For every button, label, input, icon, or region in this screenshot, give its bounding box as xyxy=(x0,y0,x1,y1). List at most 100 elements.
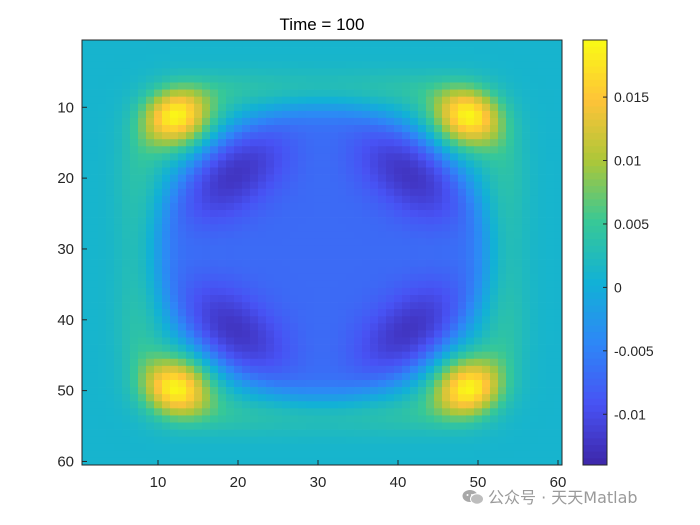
heatmap-cell xyxy=(506,202,515,211)
heatmap-cell xyxy=(274,110,283,119)
heatmap-cell xyxy=(458,61,467,69)
heatmap-cell xyxy=(426,401,435,409)
heatmap-cell xyxy=(258,436,267,445)
heatmap-cell xyxy=(458,302,467,310)
heatmap-cell xyxy=(258,195,267,204)
heatmap-cell xyxy=(466,47,475,55)
heatmap-cell xyxy=(338,358,347,367)
heatmap-cell xyxy=(162,231,171,239)
heatmap-cell xyxy=(250,387,259,395)
heatmap-cell xyxy=(138,415,147,423)
heatmap-cell xyxy=(362,47,371,55)
heatmap-cell xyxy=(434,358,443,367)
heatmap-cell xyxy=(266,337,275,345)
heatmap-cell xyxy=(378,54,387,62)
heatmap-cell xyxy=(322,117,331,126)
y-tick-label: 10 xyxy=(57,99,74,116)
heatmap-cell xyxy=(522,387,531,395)
heatmap-cell xyxy=(298,195,307,204)
heatmap-cell xyxy=(90,259,99,268)
heatmap-cell xyxy=(498,54,507,62)
heatmap-cell xyxy=(346,337,355,345)
heatmap-cell xyxy=(498,224,507,232)
heatmap-cell xyxy=(434,195,443,204)
heatmap-cell xyxy=(194,167,203,175)
heatmap-cell xyxy=(98,259,107,268)
y-tick-label: 50 xyxy=(57,383,74,400)
heatmap-cell xyxy=(90,110,99,119)
heatmap-cell xyxy=(90,117,99,126)
heatmap-cell xyxy=(194,394,203,402)
heatmap-cell xyxy=(114,54,123,62)
heatmap-cell xyxy=(98,103,107,112)
heatmap-cell xyxy=(114,380,123,388)
heatmap-cell xyxy=(346,280,355,289)
heatmap-cell xyxy=(322,195,331,204)
heatmap-cell xyxy=(458,259,467,268)
heatmap-cell xyxy=(458,337,467,345)
heatmap-cell xyxy=(170,231,179,239)
heatmap-cell xyxy=(450,103,459,112)
heatmap-cell xyxy=(338,167,347,175)
heatmap-cell xyxy=(474,82,483,90)
heatmap-cell xyxy=(234,132,243,140)
colorbar-tick-label: 0 xyxy=(614,279,622,295)
heatmap-cell xyxy=(410,358,419,367)
heatmap-cell xyxy=(458,202,467,211)
heatmap-cell xyxy=(90,287,99,296)
heatmap-cell xyxy=(442,224,451,232)
heatmap-cell xyxy=(418,323,427,331)
heatmap-cell xyxy=(530,394,539,402)
heatmap-cell xyxy=(122,75,131,83)
heatmap-cell xyxy=(346,40,355,48)
heatmap-cell xyxy=(258,457,267,466)
heatmap-cell xyxy=(514,160,523,168)
heatmap-cell xyxy=(130,202,139,211)
heatmap-cell xyxy=(346,365,355,374)
heatmap-cell xyxy=(554,344,563,353)
heatmap-cell xyxy=(218,450,227,459)
heatmap-cell xyxy=(234,139,243,147)
heatmap-cell xyxy=(522,358,531,367)
heatmap-cell xyxy=(442,110,451,119)
colorbar-swatch xyxy=(583,358,607,366)
heatmap-cell xyxy=(274,457,283,466)
heatmap-cell xyxy=(298,309,307,317)
heatmap-cell xyxy=(442,40,451,48)
heatmap-cell xyxy=(218,153,227,161)
heatmap-cell xyxy=(466,54,475,62)
heatmap-cell xyxy=(298,266,307,275)
heatmap-cell xyxy=(90,47,99,55)
heatmap-cell xyxy=(258,330,267,338)
heatmap-cell xyxy=(426,337,435,345)
heatmap-cell xyxy=(98,153,107,161)
heatmap-cell xyxy=(242,401,251,409)
heatmap-cell xyxy=(482,89,491,98)
heatmap-cell xyxy=(538,287,547,296)
heatmap-cell xyxy=(434,188,443,197)
heatmap-cell xyxy=(386,202,395,211)
heatmap-cell xyxy=(242,47,251,55)
heatmap-cell xyxy=(554,153,563,161)
heatmap-cell xyxy=(490,372,499,381)
heatmap-cell xyxy=(114,174,123,183)
heatmap-cell xyxy=(426,238,435,246)
heatmap-cell xyxy=(82,259,91,268)
heatmap-cell xyxy=(514,295,523,303)
heatmap-cell xyxy=(386,302,395,310)
heatmap-cell xyxy=(194,61,203,69)
heatmap-cell xyxy=(194,82,203,90)
heatmap-cell xyxy=(226,436,235,445)
heatmap-cell xyxy=(234,287,243,296)
heatmap-cell xyxy=(378,188,387,197)
heatmap-cell xyxy=(442,401,451,409)
heatmap-cell xyxy=(306,273,315,282)
heatmap-cell xyxy=(202,160,211,168)
heatmap-cell xyxy=(370,96,379,105)
heatmap-cell xyxy=(162,167,171,175)
heatmap-cell xyxy=(146,429,155,438)
heatmap-cell xyxy=(402,380,411,388)
heatmap-cell xyxy=(530,89,539,98)
heatmap-cell xyxy=(234,309,243,317)
heatmap-cell xyxy=(186,146,195,154)
